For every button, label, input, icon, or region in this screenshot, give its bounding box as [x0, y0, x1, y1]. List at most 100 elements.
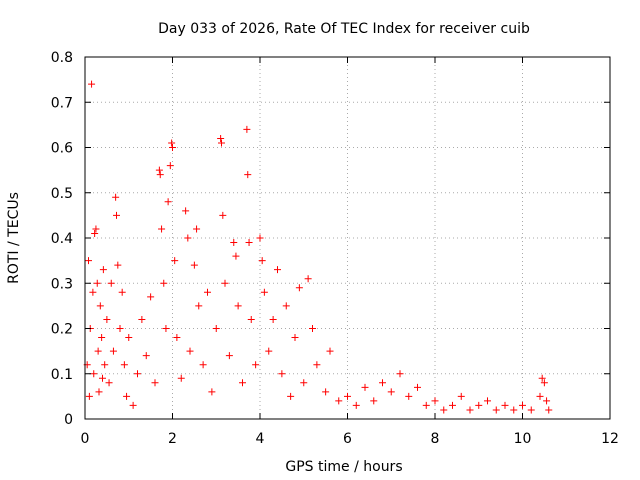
data-point: [232, 252, 240, 260]
data-point: [269, 315, 277, 323]
grid-lines: [85, 57, 610, 419]
data-point: [95, 388, 103, 396]
data-point: [291, 334, 299, 342]
data-point: [501, 401, 509, 409]
data-point: [112, 193, 120, 201]
data-point: [396, 370, 404, 378]
data-point: [98, 334, 106, 342]
axis-ticks: 0 2 4 6 8 10 12 0 0.1 0.2 0.3 0.4 0.5 0.6 0.7 0.8: [51, 50, 619, 447]
data-point: [361, 383, 369, 391]
data-point: [304, 275, 312, 283]
data-point: [414, 383, 421, 391]
data-point: [156, 171, 164, 179]
chart-title: Day 033 of 2026, Rate Of TEC Index for r…: [158, 21, 530, 37]
data-point: [92, 225, 100, 233]
data-point: [536, 392, 544, 400]
data-points: [83, 80, 553, 414]
y-tick-label: 0.5: [51, 186, 73, 202]
data-point: [186, 347, 194, 355]
data-point: [120, 361, 128, 369]
data-point: [107, 279, 115, 287]
data-point: [173, 334, 181, 342]
data-point: [234, 302, 242, 310]
x-tick-label: 8: [431, 431, 440, 447]
data-point: [387, 388, 395, 396]
data-point: [177, 374, 185, 382]
data-point: [484, 397, 491, 405]
data-point: [313, 361, 321, 369]
x-tick-label: 0: [81, 431, 90, 447]
data-point: [212, 325, 220, 332]
data-point: [245, 239, 253, 247]
data-point: [230, 239, 238, 247]
y-tick-label: 0.6: [51, 141, 73, 157]
data-point: [182, 207, 190, 215]
data-point: [370, 397, 378, 405]
data-point: [208, 388, 216, 396]
y-tick-label: 0: [64, 412, 73, 428]
data-point: [457, 392, 465, 400]
data-point: [195, 302, 203, 310]
data-point: [184, 234, 192, 242]
data-point: [114, 261, 122, 269]
data-point: [519, 401, 526, 409]
data-point: [405, 392, 413, 400]
data-point: [545, 406, 553, 414]
data-point: [155, 166, 163, 174]
data-point: [543, 397, 551, 405]
data-point: [162, 325, 170, 332]
data-point: [85, 392, 93, 400]
data-point: [169, 144, 176, 151]
y-tick-label: 0.8: [51, 50, 73, 66]
x-tick-label: 12: [601, 431, 619, 447]
data-point: [274, 266, 281, 274]
x-axis-title: GPS time / hours: [285, 459, 402, 475]
x-tick-label: 4: [256, 431, 265, 447]
data-point: [142, 352, 150, 360]
x-tick-label: 2: [168, 431, 177, 447]
y-tick-label: 0.4: [51, 231, 73, 247]
data-point: [134, 370, 141, 378]
data-point: [199, 361, 207, 369]
data-point: [352, 401, 360, 409]
y-tick-label: 0.3: [51, 276, 73, 292]
data-point: [166, 162, 174, 170]
data-point: [239, 379, 246, 387]
data-point: [91, 229, 99, 237]
data-point: [540, 379, 548, 387]
data-point: [219, 211, 227, 219]
data-point: [147, 293, 155, 301]
y-axis-title: ROTI / TECUs: [6, 192, 22, 284]
data-point: [538, 374, 546, 382]
data-point: [158, 225, 166, 233]
data-point: [326, 347, 334, 355]
data-point: [252, 361, 260, 369]
data-point: [449, 401, 456, 409]
data-point: [217, 134, 225, 142]
data-point: [123, 392, 131, 400]
data-point: [118, 288, 126, 296]
data-point: [85, 257, 92, 265]
data-point: [475, 401, 483, 409]
y-tick-label: 0.1: [51, 367, 73, 383]
data-point: [466, 406, 474, 414]
y-tick-label: 0.2: [51, 322, 73, 338]
data-point: [295, 284, 303, 292]
data-point: [309, 325, 316, 332]
data-point: [218, 139, 225, 147]
data-point: [151, 379, 159, 387]
data-point: [90, 370, 98, 378]
data-point: [344, 392, 351, 400]
data-point: [109, 347, 117, 355]
data-point: [265, 347, 273, 355]
data-point: [510, 406, 518, 414]
data-point: [379, 379, 386, 387]
data-point: [287, 392, 295, 400]
data-point: [322, 388, 330, 396]
data-point: [440, 406, 448, 414]
data-point: [422, 401, 430, 409]
data-point: [103, 315, 111, 323]
x-tick-label: 6: [343, 431, 352, 447]
data-point: [221, 279, 229, 287]
